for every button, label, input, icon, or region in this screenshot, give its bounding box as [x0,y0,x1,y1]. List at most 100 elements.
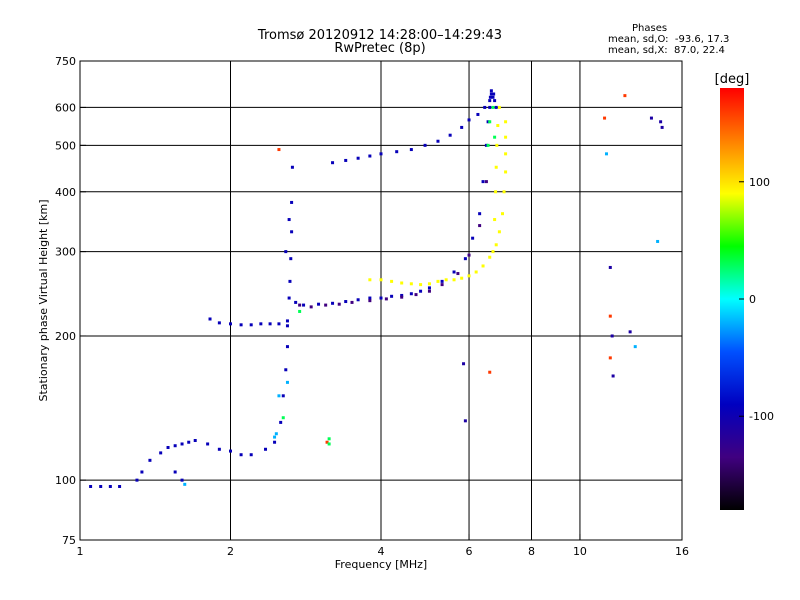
data-point [294,300,298,304]
data-point [488,120,492,124]
phases-o-stats: mean, sd,O: -93.6, 17.3 [608,34,730,45]
data-point [481,180,485,184]
data-point [217,321,221,325]
data-point [414,293,418,297]
data-point [264,447,268,451]
colorbar-tick-label: -100 [749,410,774,423]
data-point [427,286,431,290]
data-point [288,279,292,283]
data-point [488,99,492,103]
data-point [379,152,383,156]
x-tick-label: 2 [227,545,234,558]
data-point [337,302,341,306]
data-point [604,152,608,156]
data-point [159,451,163,455]
data-point [327,437,331,441]
data-point [285,345,289,349]
data-point [368,296,372,300]
data-point [239,453,243,457]
data-point [488,105,492,109]
data-point [183,482,187,486]
data-point [504,120,508,124]
axis-ticks: 1 2 4 6 8 10 16 75 100 200 300 400 500 600 750 [55,55,689,558]
data-point [659,120,663,124]
data-point [427,289,431,293]
data-point [460,125,464,129]
data-point [344,300,348,304]
data-point [400,295,404,299]
y-tick-label: 75 [62,534,76,547]
data-point [284,250,288,254]
data-point [379,278,383,282]
y-tick-label: 500 [55,139,76,152]
data-point [173,470,177,474]
data-point [497,230,501,234]
data-point [623,94,627,98]
data-point [298,309,302,313]
data-point [491,250,495,254]
data-point [610,334,614,338]
data-point [478,224,482,228]
data-point [494,190,498,194]
data-point [444,278,448,282]
data-point [390,279,394,283]
data-point [187,440,191,444]
phases-title: Phases [632,23,668,34]
y-tick-label: 300 [55,246,76,259]
data-point [390,294,394,298]
data-point [173,444,177,448]
data-point [504,135,508,139]
x-tick-label: 1 [77,545,84,558]
data-point [488,95,492,99]
y-tick-label: 100 [55,474,76,487]
data-point [419,289,423,293]
data-point [409,292,413,296]
data-point [229,449,232,453]
data-point [493,99,497,103]
data-point [493,135,497,139]
data-point [331,301,335,305]
data-point [285,319,289,323]
data-point [285,324,289,328]
data-point [495,143,499,147]
grid-lines [80,61,682,540]
data-point [456,272,460,276]
data-point [285,380,289,384]
x-tick-label: 6 [466,545,473,558]
data-point [166,445,170,449]
data-point [99,484,103,488]
data-point [273,435,277,439]
data-point [476,112,480,116]
data-point [497,105,501,109]
data-point [484,180,488,184]
data-point [474,270,478,274]
chart-subtitle: RwPretec (8p) [334,41,426,56]
data-point [501,212,505,216]
data-point [494,165,498,169]
data-point [400,281,404,285]
data-point [277,148,281,152]
data-point [489,89,493,93]
data-point [467,118,471,122]
y-axis-label: Stationary phase Virtual Height [km] [37,199,50,401]
data-point [249,323,253,327]
data-point [481,264,485,268]
data-point [317,302,321,306]
data-point [327,442,331,446]
y-tick-label: 750 [55,55,76,68]
data-point [409,148,413,152]
data-point [259,322,263,326]
data-point [331,161,335,165]
data-point [89,484,93,488]
data-point [277,394,281,398]
data-point [118,484,122,488]
data-point [452,278,456,282]
data-point [656,239,660,243]
data-point [277,322,281,326]
data-point [180,442,184,446]
data-point [395,150,399,154]
data-point [440,279,444,283]
data-point [287,218,291,222]
data-point [350,300,354,304]
